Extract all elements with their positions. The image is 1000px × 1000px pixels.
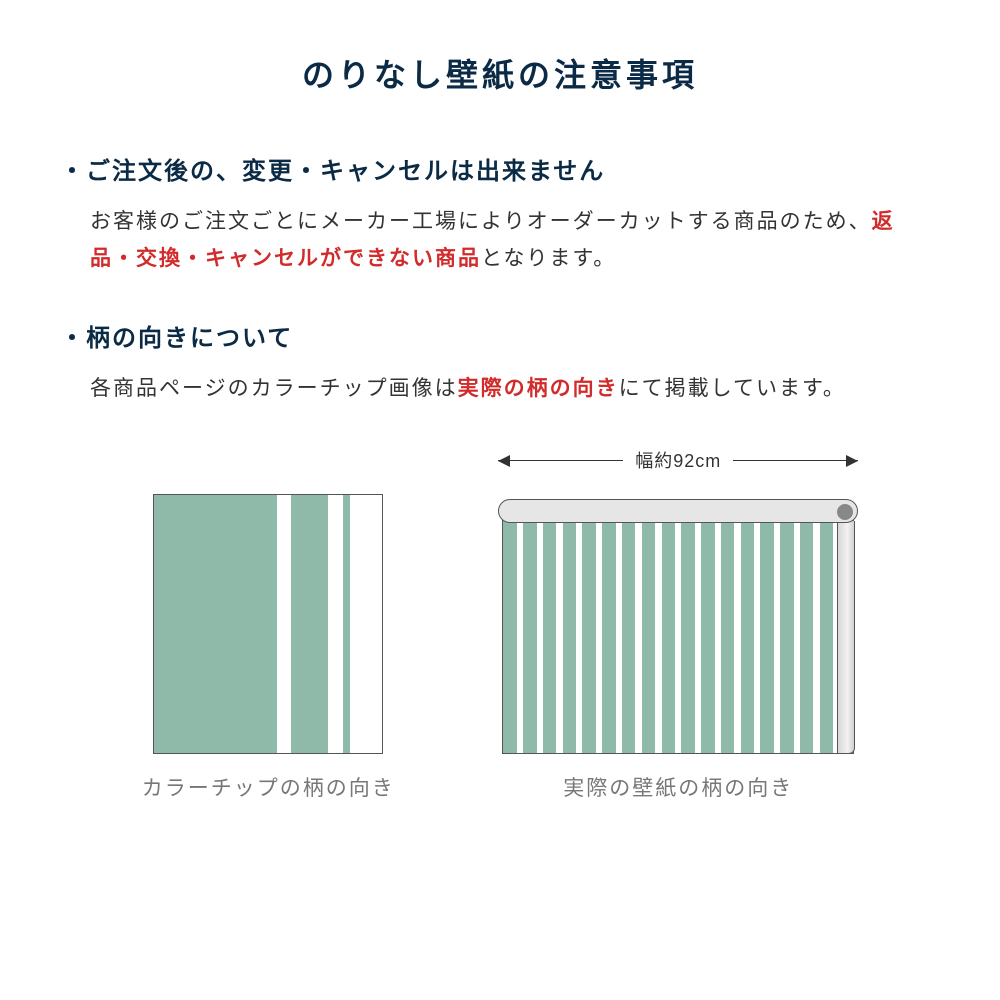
swatch-bar bbox=[154, 495, 277, 753]
section2-body: 各商品ページのカラーチップ画像は実際の柄の向きにて掲載しています。 bbox=[90, 371, 940, 408]
section2-body-emphasis: 実際の柄の向き bbox=[458, 377, 619, 400]
width-label-text: 幅約92cm bbox=[629, 447, 727, 473]
sheet-stripe bbox=[780, 511, 793, 753]
swatch-bar bbox=[291, 495, 327, 753]
sheet-stripe bbox=[543, 511, 556, 753]
width-indicator: 幅約92cm bbox=[498, 447, 858, 473]
swatch-bar bbox=[343, 495, 350, 753]
swatch-bar bbox=[350, 495, 382, 753]
swatch-bar bbox=[277, 495, 291, 753]
sheet-stripe bbox=[741, 511, 754, 753]
roll-sheet bbox=[502, 511, 854, 754]
sheet-stripe bbox=[800, 511, 813, 753]
figures-row: カラーチップの柄の向き 幅約92cm 実際の壁紙の柄の向き bbox=[60, 447, 940, 802]
page-title: のりなし壁紙の注意事項 bbox=[60, 50, 940, 96]
sheet-stripe bbox=[820, 511, 833, 753]
arrow-left-icon bbox=[498, 460, 623, 461]
figure-wallpaper-roll: 幅約92cm 実際の壁紙の柄の向き bbox=[498, 447, 858, 802]
wallpaper-roll bbox=[498, 499, 858, 754]
roll-core bbox=[498, 499, 858, 523]
sheet-stripe bbox=[760, 511, 773, 753]
arrow-right-icon bbox=[733, 460, 858, 461]
section1-body-pre: お客様のご注文ごとにメーカー工場によりオーダーカットする商品のため、 bbox=[90, 210, 872, 233]
section2-heading: ・柄の向きについて bbox=[60, 318, 940, 353]
sheet-stripe bbox=[622, 511, 635, 753]
color-chip-swatch bbox=[153, 494, 383, 754]
section2-body-post: にて掲載しています。 bbox=[619, 377, 846, 400]
section1-body: お客様のご注文ごとにメーカー工場によりオーダーカットする商品のため、返品・交換・… bbox=[90, 204, 940, 278]
section1-heading: ・ご注文後の、変更・キャンセルは出来ません bbox=[60, 151, 940, 186]
roll-container: 幅約92cm bbox=[498, 447, 858, 754]
roll-curl bbox=[837, 521, 855, 754]
sheet-stripe bbox=[582, 511, 595, 753]
figure-color-chip: カラーチップの柄の向き bbox=[142, 494, 395, 802]
sheet-stripe bbox=[721, 511, 734, 753]
swatch-bar bbox=[328, 495, 344, 753]
sheet-stripe bbox=[503, 511, 516, 753]
sheet-stripe bbox=[602, 511, 615, 753]
figure-b-caption: 実際の壁紙の柄の向き bbox=[563, 772, 793, 802]
sheet-stripe bbox=[681, 511, 694, 753]
figure-a-caption: カラーチップの柄の向き bbox=[142, 772, 395, 802]
section1-body-post: となります。 bbox=[481, 247, 616, 270]
section2-body-pre: 各商品ページのカラーチップ画像は bbox=[90, 377, 458, 400]
sheet-stripe bbox=[642, 511, 655, 753]
sheet-stripe bbox=[701, 511, 714, 753]
sheet-stripe bbox=[662, 511, 675, 753]
sheet-stripe bbox=[563, 511, 576, 753]
sheet-stripe bbox=[523, 511, 536, 753]
